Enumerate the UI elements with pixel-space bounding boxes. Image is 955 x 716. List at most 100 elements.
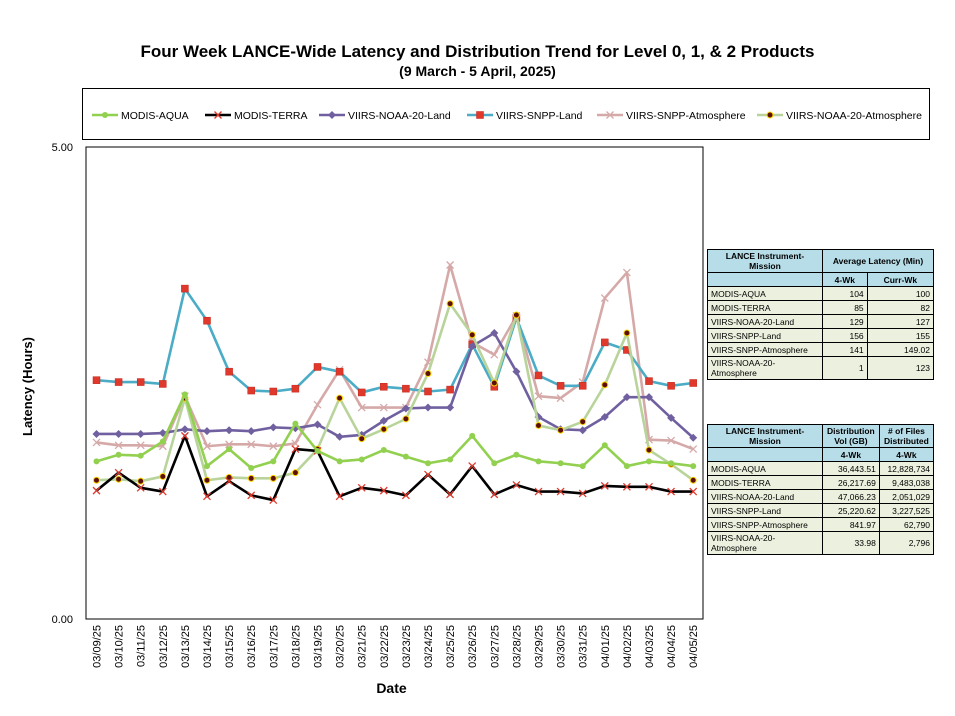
- dist-row: MODIS-AQUA 36,443.51 12,828,734: [707, 461, 935, 476]
- data-point: [490, 379, 498, 387]
- data-point: [601, 381, 609, 389]
- data-point: [512, 367, 521, 376]
- data-point: [667, 413, 676, 422]
- data-point: [336, 394, 344, 402]
- y-axis-label: Latency (Hours): [20, 337, 35, 436]
- data-point: [578, 382, 587, 390]
- x-tick-label: 03/19/25: [313, 625, 325, 668]
- data-point: [357, 388, 366, 397]
- data-point: [667, 487, 676, 496]
- data-point: [600, 481, 609, 490]
- data-point: [335, 492, 344, 501]
- x-tick-label: 04/04/25: [666, 625, 678, 668]
- latency-cell-name: VIIRS-NOAA-20-Land: [707, 314, 823, 329]
- data-point: [689, 433, 698, 442]
- x-tick-label: 03/11/25: [136, 625, 148, 667]
- data-point: [622, 268, 631, 277]
- data-point: [645, 377, 653, 385]
- legend-marker: [102, 112, 108, 118]
- data-point: [313, 420, 322, 429]
- data-point: [424, 387, 432, 396]
- data-point: [225, 367, 233, 376]
- data-point: [180, 425, 189, 434]
- dist-cell-b: 2,796: [878, 531, 935, 555]
- x-tick-label: 04/05/25: [688, 625, 700, 668]
- legend-label: VIIRS-NOAA-20-Atmosphere: [786, 110, 922, 122]
- series-line: [96, 263, 694, 451]
- data-point: [225, 477, 234, 486]
- data-point: [269, 387, 278, 396]
- data-point: [401, 491, 410, 500]
- data-point: [556, 487, 565, 496]
- data-point: [291, 439, 300, 448]
- x-tick-label: 03/27/25: [489, 625, 501, 668]
- x-tick-label: 03/12/25: [158, 625, 170, 668]
- data-point: [335, 367, 344, 376]
- data-point: [358, 456, 365, 463]
- latency-cell-a: 1: [822, 356, 868, 380]
- dist-header-instrument: LANCE Instrument-Mission: [707, 424, 823, 448]
- data-point: [557, 426, 565, 434]
- data-point: [115, 451, 122, 458]
- data-point: [225, 426, 234, 435]
- data-point: [556, 394, 565, 403]
- dist-cell-a: 26,217.69: [822, 475, 880, 490]
- legend-marker: [606, 111, 614, 119]
- dist-subheader-files-4wk: 4-Wk: [878, 447, 935, 462]
- data-point: [600, 412, 609, 421]
- x-tick-label: 04/02/25: [622, 625, 634, 668]
- data-point: [424, 370, 432, 378]
- data-point: [646, 458, 652, 465]
- data-point: [689, 476, 697, 484]
- data-point: [600, 294, 609, 302]
- dist-subheader-vol-4wk: 4-Wk: [822, 447, 880, 462]
- latency-cell-b: 100: [866, 286, 935, 301]
- data-point: [159, 380, 167, 388]
- x-tick-label: 03/15/25: [224, 625, 236, 668]
- legend-marker: [214, 111, 222, 119]
- data-point: [490, 350, 499, 359]
- data-point: [578, 426, 587, 435]
- data-point: [158, 487, 167, 496]
- data-point: [114, 468, 123, 477]
- latency-cell-name: VIIRS-SNPP-Land: [707, 328, 823, 343]
- legend-label: VIIRS-SNPP-Atmosphere: [626, 110, 746, 122]
- series-line: [95, 434, 694, 502]
- data-point: [269, 442, 278, 451]
- dist-cell-name: VIIRS-NOAA-20-Land: [707, 489, 823, 504]
- dist-cell-name: VIIRS-NOAA-20-Atmosphere: [707, 531, 823, 555]
- data-point: [534, 487, 543, 496]
- data-point: [512, 480, 521, 489]
- x-tick-label: 03/20/25: [335, 625, 347, 668]
- data-point: [645, 446, 653, 454]
- dist-cell-name: MODIS-TERRA: [707, 475, 823, 490]
- data-point: [446, 261, 455, 269]
- legend-marker: [766, 111, 774, 119]
- latency-cell-a: 104: [822, 286, 868, 301]
- data-point: [92, 438, 101, 447]
- data-point: [115, 475, 123, 483]
- data-point: [292, 420, 299, 427]
- data-point: [424, 403, 432, 412]
- data-point: [689, 487, 698, 496]
- series-line: [96, 393, 694, 470]
- data-point: [247, 427, 256, 436]
- data-point: [379, 486, 388, 495]
- data-point: [645, 393, 653, 402]
- data-point: [534, 371, 543, 380]
- data-point: [380, 383, 388, 391]
- data-point: [114, 441, 123, 450]
- data-point: [402, 415, 410, 423]
- data-point: [513, 451, 520, 458]
- latency-row: MODIS-AQUA 104 100: [707, 286, 935, 301]
- latency-cell-name: MODIS-AQUA: [707, 286, 823, 301]
- data-point: [92, 429, 101, 438]
- data-point: [203, 427, 211, 436]
- data-point: [248, 464, 255, 471]
- data-point: [380, 447, 387, 454]
- dist-row: VIIRS-NOAA-20-Atmosphere 33.98 2,796: [707, 531, 935, 555]
- data-point: [535, 458, 542, 465]
- dist-cell-b: 9,483,038: [878, 475, 935, 490]
- latency-row: VIIRS-NOAA-20-Atmosphere 1 123: [707, 356, 935, 380]
